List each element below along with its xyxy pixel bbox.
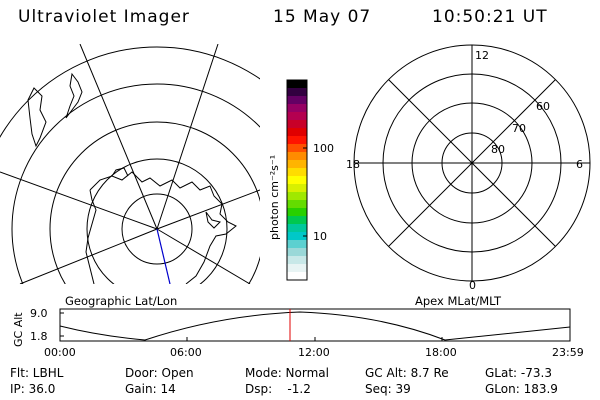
info-mode: Mode: Normal <box>245 366 329 380</box>
right-map-caption: Apex MLat/MLT <box>415 294 502 308</box>
instrument-title: Ultraviolet Imager <box>18 7 190 27</box>
mlat-label-80: 80 <box>491 143 505 156</box>
meridian-line <box>19 228 158 284</box>
colorbar-tick-10: 10 <box>313 230 327 243</box>
mlat-mlt-plot <box>353 44 591 282</box>
altitude-ytick-low: 1.8 <box>30 330 48 343</box>
meridian-line <box>156 228 251 284</box>
altitude-curve <box>59 311 571 341</box>
meridian-line <box>156 44 219 230</box>
altitude-ylabel: GC Alt <box>12 312 25 347</box>
lat-circle-4 <box>11 83 260 284</box>
lat-circle-3 <box>49 121 260 284</box>
colorbar-tick-100: 100 <box>313 142 334 155</box>
info-filter: Flt: LBHL <box>10 366 64 380</box>
meridian-line <box>79 44 158 230</box>
meridian-line <box>156 189 260 230</box>
south-america-coastline <box>27 87 47 148</box>
lat-circle-5 <box>0 46 260 139</box>
meridian-line <box>0 171 158 230</box>
altitude-plot <box>59 308 571 342</box>
info-gc-alt: GC Alt: 8.7 Re <box>365 366 449 380</box>
mlt-label-0: 0 <box>469 279 476 292</box>
mlt-label-6: 6 <box>576 158 583 171</box>
mlat-label-70: 70 <box>512 122 526 135</box>
info-door: Door: Open <box>125 366 194 380</box>
mlat-label-60: 60 <box>536 100 550 113</box>
mlt-label-12: 12 <box>475 49 489 62</box>
altitude-ytick-high: 9.0 <box>30 307 48 320</box>
left-map-caption: Geographic Lat/Lon <box>65 294 178 308</box>
antarctica-coastline <box>85 171 237 284</box>
time-label: 10:50:21 UT <box>432 7 548 27</box>
info-ip: IP: 36.0 <box>10 382 56 396</box>
info-seq: Seq: 39 <box>365 382 411 396</box>
info-glat: GLat: -73.3 <box>485 366 552 380</box>
mlt-label-18: 18 <box>346 158 360 171</box>
lat-circle-2 <box>86 158 228 284</box>
spacecraft-track <box>156 228 171 284</box>
altitude-xtick: 23:59 <box>552 346 584 359</box>
altitude-xtick: 06:00 <box>170 346 202 359</box>
altitude-xtick: 18:00 <box>425 346 457 359</box>
date-label: 15 May 07 <box>273 7 372 27</box>
mlt-diagonal <box>388 79 556 247</box>
color-bar <box>286 79 308 281</box>
peninsula-coastline <box>111 167 129 177</box>
new-zealand-coastline <box>65 72 83 119</box>
info-dsp: Dsp: -1.2 <box>245 382 311 396</box>
altitude-xtick: 12:00 <box>298 346 330 359</box>
altitude-xtick: 00:00 <box>44 346 76 359</box>
colorbar-unit-label: photon cm⁻²s⁻¹ <box>268 155 281 240</box>
island-coastline <box>205 211 221 229</box>
info-glon: GLon: 183.9 <box>485 382 558 396</box>
altitude-plot-frame <box>59 308 571 342</box>
lat-circle-1 <box>121 193 193 265</box>
info-gain: Gain: 14 <box>125 382 176 396</box>
geographic-map <box>0 44 260 284</box>
